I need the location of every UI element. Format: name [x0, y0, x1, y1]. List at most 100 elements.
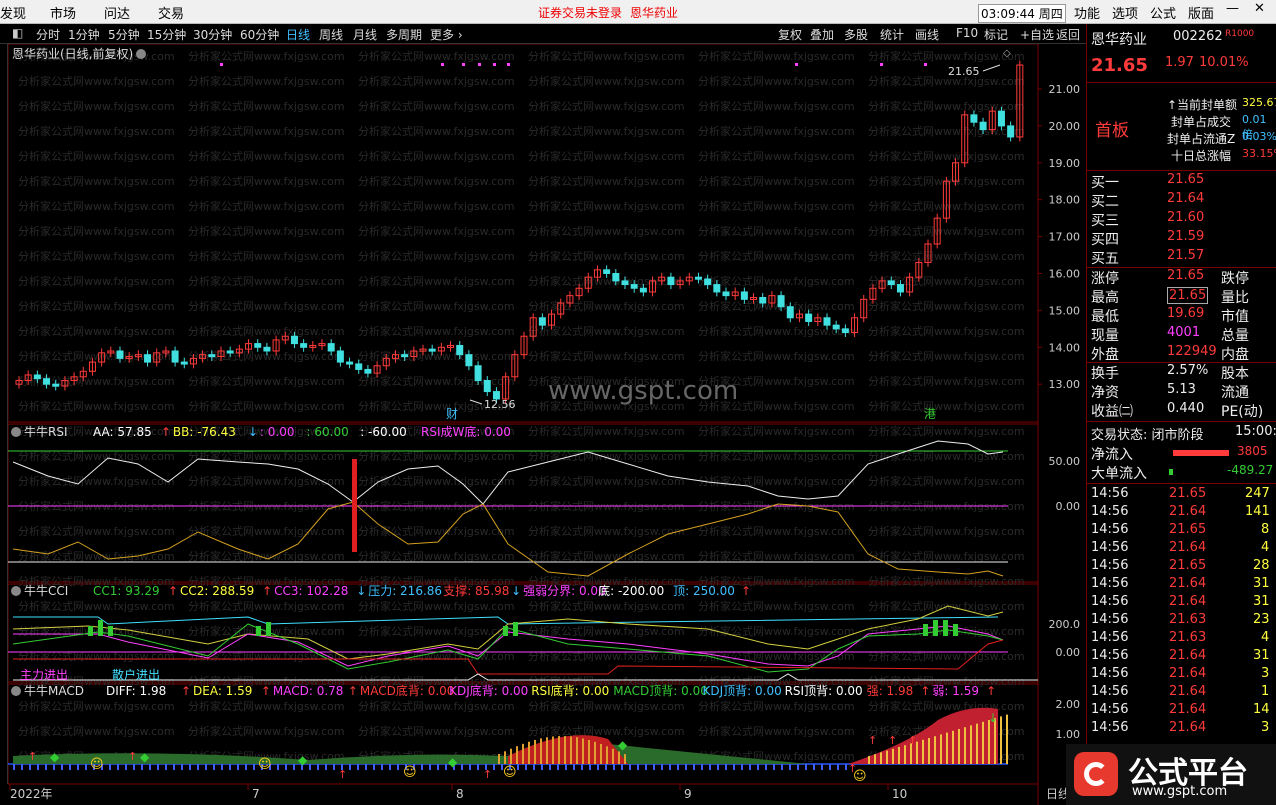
- rsi-collapse-icon[interactable]: [11, 427, 21, 437]
- macd-tick-bar: [77, 764, 79, 770]
- watermark-text: 分析家公式网www.fxjgsw.com: [18, 99, 175, 113]
- macd-tick-bar: [469, 764, 471, 770]
- tool-4[interactable]: 画线: [915, 28, 940, 42]
- seal-row: ↑当前封单额 325.67: [1091, 96, 1276, 115]
- watermark-text: 分析家公式网www.fxjgsw.com: [528, 574, 685, 588]
- cci-value: ↓: [511, 584, 521, 598]
- menu-right-2[interactable]: 公式: [1150, 7, 1177, 22]
- title-dropdown-icon[interactable]: [136, 49, 146, 59]
- candle-body: [226, 350, 234, 354]
- candle-body: [144, 354, 152, 363]
- candle-body: [676, 280, 684, 286]
- minimize-icon[interactable]: —: [1226, 1, 1239, 16]
- low-pointer: [469, 399, 483, 405]
- macd-collapse-icon[interactable]: [11, 686, 21, 696]
- tool-2[interactable]: 多股: [844, 28, 869, 42]
- close-icon[interactable]: ✕: [1254, 1, 1265, 16]
- macd-bar: [994, 718, 996, 764]
- tick-row: 14:56 21.64 31: [1091, 594, 1275, 613]
- watermark-text: 分析家公式网www.fxjgsw.com: [528, 149, 685, 163]
- rsi-header: 牛牛RSI AA: 57.85 ↑ BB: -76.43 ↓: 0.00: 60.00:…: [11, 424, 511, 439]
- watermark-text: 分析家公式网www.fxjgsw.com: [358, 524, 515, 538]
- macd-bar: [516, 746, 518, 764]
- macd-tick-bar: [669, 764, 671, 770]
- watermark-text: 分析家公式网www.fxjgsw.com: [528, 449, 685, 463]
- menu-right-0[interactable]: 功能: [1074, 7, 1101, 22]
- macd-bar: [892, 748, 894, 764]
- watermark-text: 分析家公式网www.fxjgsw.com: [18, 224, 175, 238]
- watermark-text: 分析家公式网www.fxjgsw.com: [528, 549, 685, 563]
- up-arrow-icon: ↑: [28, 750, 37, 763]
- macd-tick-bar: [197, 764, 199, 770]
- candle-body: [162, 350, 170, 354]
- macd-value: 弱: 1.59: [932, 684, 979, 698]
- cci-top-line: [13, 616, 999, 625]
- watermark-text: 分析家公式网www.fxjgsw.com: [698, 424, 855, 438]
- cci-collapse-icon[interactable]: [11, 586, 21, 596]
- macd-tick-bar: [93, 764, 95, 770]
- rsi-signal-bar: [352, 459, 357, 552]
- tool-1[interactable]: 叠加: [810, 28, 835, 42]
- period-8[interactable]: 月线: [353, 28, 378, 42]
- menu-right-1[interactable]: 选项: [1112, 7, 1139, 22]
- period-3[interactable]: 15分钟: [147, 28, 187, 42]
- left-gutter: [0, 44, 8, 784]
- watermark-text: 分析家公式网www.fxjgsw.com: [528, 599, 685, 613]
- period-2[interactable]: 5分钟: [108, 28, 140, 42]
- tool-7[interactable]: +自选: [1020, 28, 1055, 42]
- divider: [1087, 483, 1276, 484]
- watermark-text: 分析家公式网www.fxjgsw.com: [528, 174, 685, 188]
- watermark-text: 分析家公式网www.fxjgsw.com: [528, 724, 685, 738]
- macd-value: 强: 1.98: [867, 684, 914, 698]
- menu-0[interactable]: 发现: [0, 7, 27, 22]
- stat-label: 外盘: [1091, 347, 1119, 363]
- menu-2[interactable]: 问达: [104, 7, 131, 22]
- watermark-text: 分析家公式网www.fxjgsw.com: [528, 49, 685, 63]
- watermark-text: 分析家公式网www.fxjgsw.com: [358, 274, 515, 288]
- tool-5[interactable]: F10: [956, 26, 979, 40]
- tool-8[interactable]: 返回: [1056, 28, 1081, 42]
- period-9[interactable]: 多周期: [386, 28, 423, 42]
- candle-body: [254, 343, 262, 348]
- watermark-text: 分析家公式网www.fxjgsw.com: [698, 299, 855, 313]
- candle-body: [694, 276, 702, 280]
- menu-1[interactable]: 市场: [50, 7, 77, 22]
- tool-6[interactable]: 标记: [984, 28, 1009, 42]
- watermark-text: 分析家公式网www.fxjgsw.com: [868, 74, 1025, 88]
- tool-3[interactable]: 统计: [880, 28, 905, 42]
- layout-icon[interactable]: ◧: [12, 26, 24, 40]
- diamond-marker: ◆: [618, 738, 628, 752]
- candle-body: [410, 350, 418, 358]
- period-10[interactable]: 更多 ›: [430, 28, 463, 42]
- menu-3[interactable]: 交易: [158, 7, 185, 22]
- macd-bar: [928, 738, 930, 764]
- macd-tick-bar: [269, 764, 271, 770]
- watermark-text: 分析家公式网www.fxjgsw.com: [18, 724, 175, 738]
- x-tick-label: 2022年: [10, 787, 53, 801]
- stat2-label: 收益㈡: [1091, 404, 1133, 420]
- period-6[interactable]: 日线: [286, 28, 311, 42]
- period-1[interactable]: 1分钟: [68, 28, 100, 42]
- macd-tick-bar: [765, 764, 767, 770]
- period-7[interactable]: 周线: [319, 28, 344, 42]
- tick-price: 21.64: [1169, 540, 1207, 555]
- menu-right-3[interactable]: 版面: [1188, 7, 1215, 22]
- macd-tick-bar: [173, 764, 175, 770]
- macd-bar: [898, 747, 900, 764]
- candle-body: [474, 365, 482, 382]
- period-5[interactable]: 60分钟: [240, 28, 280, 42]
- kline-chart[interactable]: 分析家公式网www.fxjgsw.com 分析家公式网www.fxjgsw.com…: [8, 44, 1086, 805]
- macd-tick-bar: [189, 764, 191, 770]
- tick-row: 14:56 21.64 31: [1091, 648, 1275, 667]
- period-0[interactable]: 分时: [36, 28, 61, 42]
- watermark-text: 分析家公式网www.fxjgsw.com: [188, 574, 345, 588]
- watermark-text: 分析家公式网www.fxjgsw.com: [18, 199, 175, 213]
- period-4[interactable]: 30分钟: [193, 28, 233, 42]
- cci-value: 压力: 216.86: [368, 584, 442, 598]
- macd-tick-bar: [749, 764, 751, 770]
- stat2-label-2: 股本: [1221, 366, 1249, 382]
- tick-row: 14:56 21.63 23: [1091, 612, 1275, 631]
- signal-dot: [441, 63, 444, 66]
- macd-tick-bar: [357, 764, 359, 770]
- tool-0[interactable]: 复权: [778, 28, 803, 42]
